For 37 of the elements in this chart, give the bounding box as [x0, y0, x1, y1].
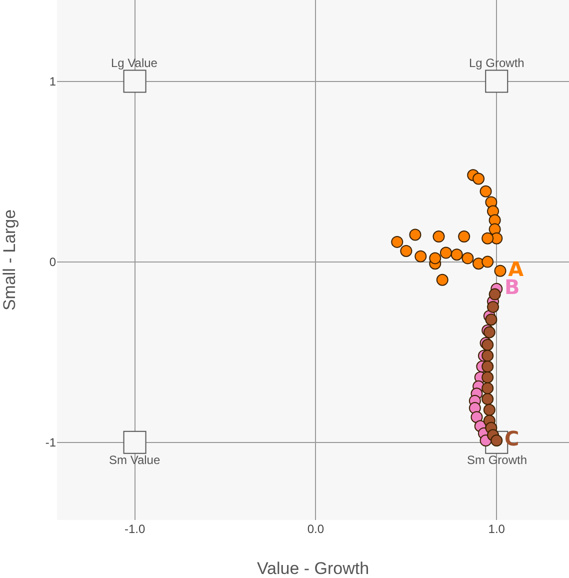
point [482, 256, 494, 268]
x-tick-label: 1.0 [488, 522, 506, 536]
y-axis-title: Small - Large [0, 209, 19, 311]
point [485, 70, 508, 93]
point [480, 185, 492, 198]
point [472, 172, 485, 185]
point [450, 248, 463, 261]
point [483, 404, 496, 416]
point [458, 230, 470, 243]
point [440, 246, 452, 259]
point [482, 360, 494, 373]
point [482, 382, 494, 394]
point [482, 232, 494, 244]
point [470, 411, 483, 424]
point [409, 228, 422, 241]
point [400, 244, 412, 257]
point [482, 350, 494, 362]
point [436, 274, 448, 286]
x-axis-title: Value - Growth [256, 559, 370, 578]
point [429, 252, 442, 264]
point [414, 250, 427, 262]
y-tick-label: 0 [49, 255, 56, 270]
point [462, 252, 474, 264]
point [391, 236, 404, 248]
x-tick-label: 0.0 [307, 522, 324, 536]
point [485, 314, 498, 326]
point [123, 430, 146, 454]
x-tick-label: -1.0 [124, 522, 146, 536]
point [432, 230, 445, 243]
y-tick-label: 1 [49, 74, 56, 88]
point [488, 288, 501, 300]
point [123, 70, 146, 93]
y-tick-label: -1 [45, 436, 56, 450]
point [482, 393, 494, 406]
point [494, 264, 506, 277]
point [482, 371, 494, 384]
point [487, 300, 500, 313]
